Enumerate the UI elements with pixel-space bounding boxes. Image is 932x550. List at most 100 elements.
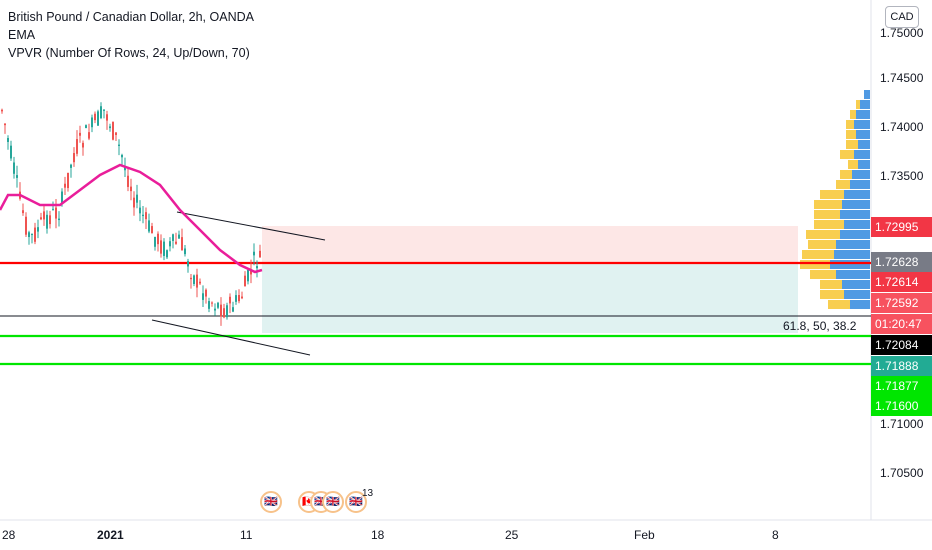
candle-body (136, 194, 138, 203)
candle-body (115, 132, 117, 136)
volume-profile-row-down (808, 240, 836, 249)
candle-body (61, 191, 63, 204)
price-tag: 1.71888 (871, 356, 932, 376)
price-tick: 1.70500 (880, 466, 924, 480)
price-tag: 1.72614 (871, 272, 932, 292)
candle-body (37, 227, 39, 232)
volume-profile-row-down (840, 150, 854, 159)
volume-profile-row-up (850, 180, 870, 189)
candle-body (91, 117, 93, 128)
volume-profile-row-up (840, 210, 870, 219)
candle-body (7, 138, 9, 142)
volume-profile-row-up (854, 120, 870, 129)
volume-profile-row-up (836, 270, 870, 279)
candle-body (259, 250, 261, 258)
time-tick: Feb (634, 528, 655, 542)
volume-profile-row-down (814, 220, 844, 229)
candle-body (157, 233, 159, 245)
candle-body (103, 109, 105, 111)
volume-profile-row-down (848, 160, 858, 169)
volume-profile-row-down (810, 270, 836, 279)
candle-body (70, 164, 72, 168)
symbol-title[interactable]: British Pound / Canadian Dollar, 2h, OAN… (8, 10, 254, 24)
candle-body (172, 234, 174, 241)
candle-body (184, 248, 186, 255)
volume-profile-row-up (858, 160, 870, 169)
candle-body (181, 237, 183, 251)
candle-body (226, 305, 228, 318)
candle-body (220, 304, 222, 317)
time-tick: 8 (772, 528, 779, 542)
candle-body (178, 234, 180, 239)
candle-body (139, 207, 141, 214)
candle-body (28, 232, 30, 238)
short-position-target-zone (262, 263, 798, 333)
volume-profile-row-down (846, 120, 854, 129)
candle-body (118, 144, 120, 147)
price-tag: 1.72592 (871, 293, 932, 313)
volume-profile-row-up (844, 190, 870, 199)
time-tick-year: 2021 (97, 528, 124, 542)
volume-profile-row-down (846, 140, 858, 149)
candle-body (46, 214, 48, 229)
countdown-tag: 01:20:47 (871, 314, 932, 334)
candle-body (49, 215, 51, 225)
ema-indicator-label[interactable]: EMA (8, 28, 36, 42)
candle-body (109, 126, 111, 129)
candle-body (52, 208, 54, 210)
volume-profile-row-up (836, 240, 870, 249)
volume-profile-row-down (820, 190, 844, 199)
candle-body (58, 218, 60, 221)
candle-body (169, 241, 171, 247)
uk-flag-icon[interactable]: 🇬🇧 (322, 491, 344, 513)
price-tag: 1.72628 (871, 252, 932, 272)
candle-body (229, 296, 231, 304)
candle-body (256, 266, 258, 269)
vpvr-indicator-label[interactable]: VPVR (Number Of Rows, 24, Up/Down, 70) (8, 46, 250, 60)
volume-profile-row-up (840, 230, 870, 239)
price-tick: 1.75000 (880, 26, 924, 40)
volume-profile-row-down (840, 170, 852, 179)
candle-body (154, 236, 156, 247)
volume-profile-row-up (858, 140, 870, 149)
candle-body (253, 251, 255, 256)
candle-body (163, 241, 165, 256)
volume-profile-row-down (806, 230, 840, 239)
candle-body (106, 114, 108, 121)
volume-profile-row-down (820, 290, 844, 299)
candle-body (31, 234, 33, 236)
candle-body (166, 250, 168, 258)
ema-line (0, 163, 263, 274)
time-tick: 28 (2, 528, 16, 542)
volume-profile-row-down (802, 250, 834, 259)
candle-body (148, 220, 150, 232)
uk-flag-icon[interactable]: 🇬🇧 (260, 491, 282, 513)
candle-body (76, 139, 78, 154)
price-tag: 1.71600 (871, 396, 932, 416)
candle-body (13, 162, 15, 174)
candle-body (175, 241, 177, 244)
fib-levels-label[interactable]: 61.8, 50, 38.2 (783, 319, 857, 333)
volume-profile-row-up (842, 280, 870, 289)
uk-flag-icon[interactable]: 🇬🇧 (345, 491, 367, 513)
candle-body (160, 240, 162, 254)
candle-body (82, 142, 84, 148)
candle-body (67, 172, 69, 189)
time-tick: 11 (240, 528, 253, 542)
candle-body (250, 269, 252, 275)
candle-body (193, 275, 195, 284)
candle-body (10, 145, 12, 159)
price-tag: 1.71877 (871, 376, 932, 396)
candle-body (205, 289, 207, 297)
volume-profile-row-up (842, 200, 870, 209)
candle-body (241, 296, 243, 299)
price-tick: 1.74500 (880, 71, 924, 85)
currency-button[interactable]: CAD (885, 6, 919, 28)
candle-body (94, 113, 96, 121)
volume-profile-row-up (850, 300, 870, 309)
volume-profile-row-down (850, 110, 856, 119)
candle-body (142, 214, 144, 217)
price-tick: 1.71000 (880, 417, 924, 431)
volume-profile-row-up (834, 250, 870, 259)
